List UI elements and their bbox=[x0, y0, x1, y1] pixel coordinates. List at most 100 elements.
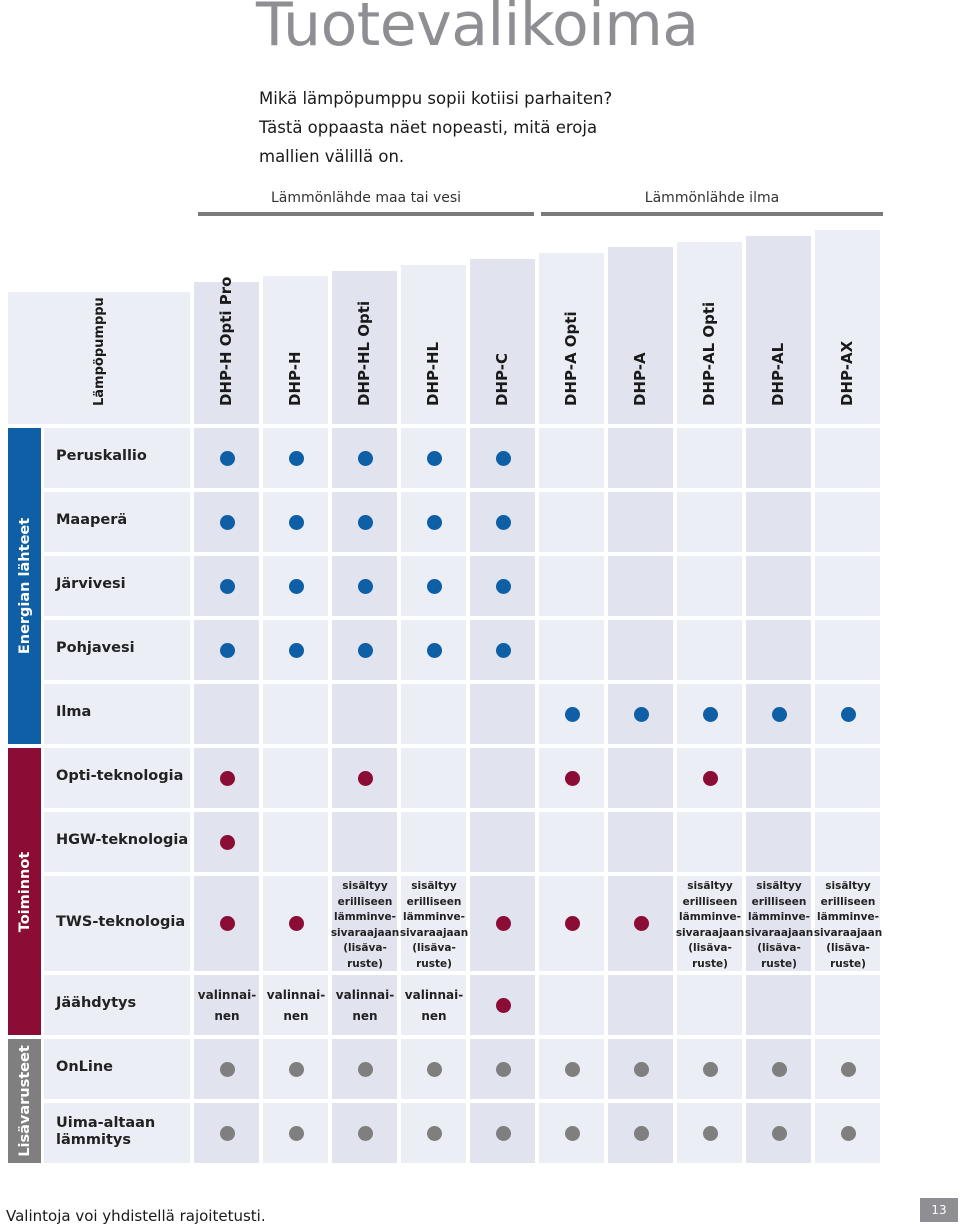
table-cell bbox=[746, 492, 811, 552]
table-cell bbox=[815, 975, 880, 1035]
energy-source-dot bbox=[771, 706, 787, 722]
column-header-dhp-c: DHP-C bbox=[493, 353, 511, 406]
feature-dot bbox=[564, 770, 580, 786]
energy-source-dot bbox=[564, 706, 580, 722]
table-row bbox=[44, 428, 190, 488]
column-header-bg bbox=[194, 282, 259, 424]
table-cell bbox=[470, 812, 535, 872]
optional-line: nen bbox=[283, 1009, 309, 1023]
energy-source-dot bbox=[357, 642, 373, 658]
energy-source-dot bbox=[219, 450, 235, 466]
note-line: sisältyy bbox=[342, 880, 388, 892]
table-cell bbox=[263, 812, 328, 872]
note-line: sisältyy bbox=[756, 880, 802, 892]
energy-source-dot bbox=[357, 450, 373, 466]
note-line: (lisäva- bbox=[343, 942, 387, 954]
note-line: erilliseen bbox=[820, 895, 876, 908]
note-line: ruste) bbox=[692, 957, 728, 970]
column-header-bg bbox=[746, 235, 811, 424]
energy-source-dot bbox=[219, 514, 235, 530]
table-cell bbox=[194, 975, 259, 1035]
energy-source-dot bbox=[219, 642, 235, 658]
optional-line: nen bbox=[214, 1009, 240, 1023]
energy-source-dot bbox=[495, 642, 511, 658]
table-row bbox=[44, 1039, 190, 1099]
note-line: erilliseen bbox=[406, 895, 462, 908]
table-cell bbox=[608, 492, 673, 552]
optional-line: nen bbox=[352, 1009, 378, 1023]
feature-dot bbox=[219, 834, 235, 850]
table-cell bbox=[539, 975, 604, 1035]
table-cell bbox=[332, 684, 397, 744]
row-label: Opti-teknologia bbox=[56, 768, 184, 784]
row-label: Pohjavesi bbox=[56, 640, 135, 656]
intro-line: Tästä oppaasta näet nopeasti, mitä eroja bbox=[259, 118, 598, 137]
category-label: Energian lähteet bbox=[16, 517, 33, 655]
table-cell bbox=[815, 620, 880, 680]
accessory-dot bbox=[840, 1125, 856, 1141]
energy-source-dot bbox=[357, 514, 373, 530]
energy-source-dot bbox=[288, 578, 304, 594]
table-cell bbox=[332, 876, 397, 971]
energy-source-dot bbox=[288, 642, 304, 658]
column-header-dhp-hl: DHP-HL bbox=[424, 341, 442, 406]
note-line: (lisäva- bbox=[826, 942, 870, 954]
row-label: HGW-teknologia bbox=[56, 832, 189, 848]
energy-source-dot bbox=[495, 450, 511, 466]
note-line: sisältyy bbox=[411, 880, 457, 892]
table-cell bbox=[263, 975, 328, 1035]
optional-note: valinnai-nen bbox=[261, 985, 331, 1027]
note-line: lämminve- bbox=[817, 911, 879, 923]
air-source-label: Lämmönlähde ilma bbox=[644, 190, 780, 206]
ground-source-label: Lämmönlähde maa tai vesi bbox=[270, 190, 462, 206]
table-cell bbox=[815, 492, 880, 552]
row-label: Peruskallio bbox=[56, 448, 147, 464]
table-cell bbox=[401, 748, 466, 808]
category-label: Toiminnot bbox=[16, 851, 33, 932]
table-cell bbox=[677, 492, 742, 552]
column-header-dhp-ax: DHP-AX bbox=[838, 340, 856, 406]
included-in-tank-note: sisältyy erilliseen lämminve-sivaraajaan (l… bbox=[744, 879, 814, 972]
table-cell bbox=[608, 556, 673, 616]
table-row bbox=[44, 620, 190, 680]
optional-note: valinnai-nen bbox=[399, 985, 469, 1027]
included-in-tank-note: sisältyy erilliseen lämminve-sivaraajaan (l… bbox=[675, 879, 745, 972]
column-header-dhp-hl-opti: DHP-HL Opti bbox=[355, 300, 373, 406]
column-header-bg bbox=[470, 259, 535, 424]
included-in-tank-note: sisältyy erilliseen lämminve-sivaraajaan (l… bbox=[330, 879, 400, 972]
column-header-bg bbox=[608, 247, 673, 424]
column-header-dhp-al-opti: DHP-AL Opti bbox=[700, 301, 718, 406]
table-cell bbox=[746, 428, 811, 488]
note-line: ruste) bbox=[347, 957, 383, 970]
accessory-dot bbox=[840, 1061, 856, 1077]
note-line: sisältyy bbox=[825, 880, 871, 892]
optional-note: valinnai-nen bbox=[192, 985, 262, 1027]
column-header-dhp-h-opti-pro: DHP-H Opti Pro bbox=[217, 276, 235, 406]
table-cell bbox=[470, 748, 535, 808]
note-line: sivaraajaan bbox=[675, 926, 745, 939]
energy-source-dot bbox=[426, 578, 442, 594]
note-line: (lisäva- bbox=[757, 942, 801, 954]
energy-source-dot bbox=[426, 642, 442, 658]
category-energy: Energian lähteet bbox=[8, 428, 41, 744]
optional-line: valinnai- bbox=[197, 988, 257, 1002]
column-header-dhp-al: DHP-AL bbox=[769, 342, 787, 406]
feature-dot bbox=[357, 770, 373, 786]
energy-source-dot bbox=[495, 514, 511, 530]
note-line: lämminve- bbox=[334, 911, 396, 923]
note-line: ruste) bbox=[830, 957, 866, 970]
accessory-dot bbox=[495, 1061, 511, 1077]
table-cell bbox=[539, 556, 604, 616]
table-row bbox=[44, 748, 190, 808]
row-label: Jäähdytys bbox=[56, 995, 137, 1011]
feature-dot bbox=[219, 916, 235, 931]
table-cell bbox=[608, 748, 673, 808]
accessory-dot bbox=[771, 1061, 787, 1077]
page-title: Tuotevalikoima bbox=[256, 0, 699, 60]
table-cell bbox=[263, 748, 328, 808]
table-cell bbox=[401, 684, 466, 744]
footer-note: Valintoja voi yhdistellä rajoitetusti. bbox=[6, 1207, 266, 1225]
table-cell bbox=[608, 975, 673, 1035]
row-label: Uima-altaan lämmitys bbox=[56, 1115, 156, 1148]
table-cell bbox=[746, 748, 811, 808]
